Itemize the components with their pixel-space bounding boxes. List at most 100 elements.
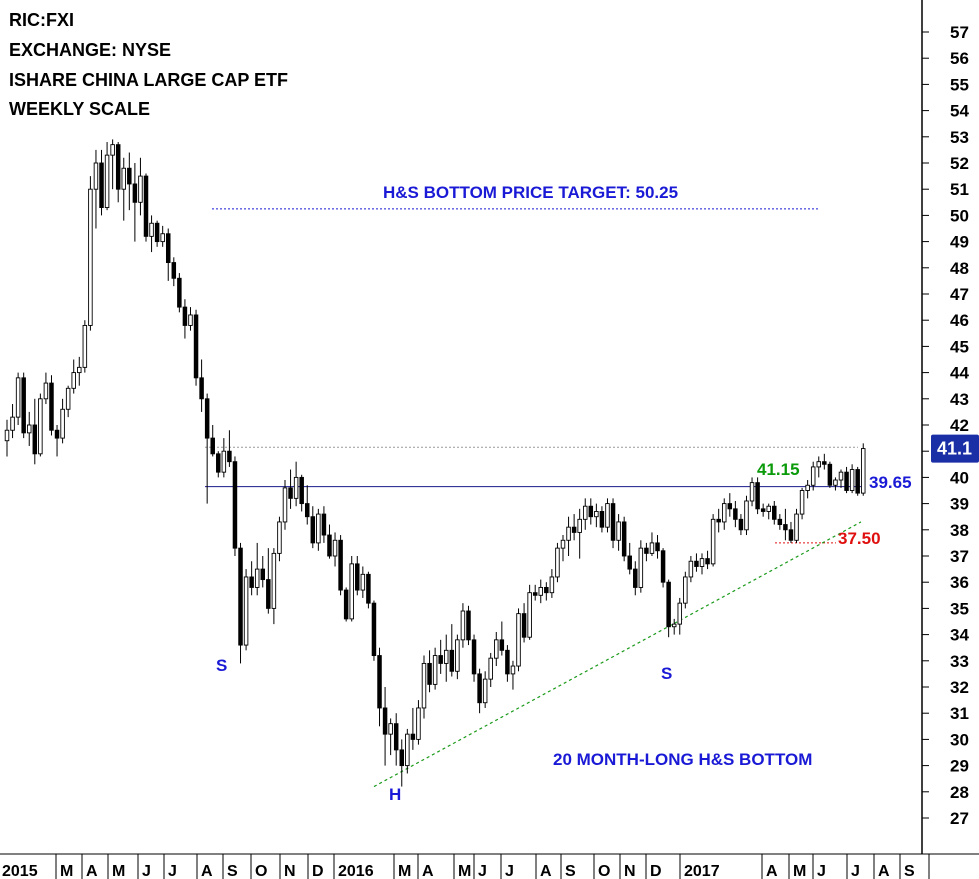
candle-body bbox=[304, 503, 310, 518]
candle-body bbox=[455, 639, 460, 672]
candle-body bbox=[660, 550, 666, 583]
x-tick-label: O bbox=[598, 863, 610, 879]
candle-body bbox=[204, 398, 210, 439]
pattern-label: 20 MONTH-LONG H&S BOTTOM bbox=[553, 750, 812, 769]
candles bbox=[4, 139, 866, 787]
candle bbox=[338, 535, 343, 596]
y-tick-label: 40 bbox=[950, 468, 969, 487]
candle-body bbox=[621, 521, 627, 557]
y-tick-label: 49 bbox=[950, 233, 969, 252]
candle bbox=[532, 584, 538, 601]
x-tick-label: D bbox=[312, 863, 324, 879]
y-tick-label: 35 bbox=[950, 599, 969, 618]
candle-body bbox=[633, 568, 638, 588]
y-tick-label: 47 bbox=[950, 285, 969, 304]
candle bbox=[349, 556, 354, 622]
candle bbox=[860, 443, 866, 496]
candle-body bbox=[99, 162, 104, 208]
y-tick-label: 57 bbox=[950, 23, 969, 42]
candle bbox=[733, 500, 738, 528]
level-low-label: 37.50 bbox=[838, 529, 881, 548]
candle-body bbox=[393, 723, 399, 751]
x-tick-label: J bbox=[168, 863, 177, 879]
candle bbox=[699, 553, 705, 575]
y-tick-label: 48 bbox=[950, 259, 969, 278]
ric-label: RIC:FXI bbox=[9, 10, 74, 30]
candle bbox=[521, 603, 527, 643]
candle bbox=[694, 553, 699, 572]
candle bbox=[127, 152, 132, 211]
candle-body bbox=[143, 175, 149, 237]
candle bbox=[855, 466, 860, 496]
candle-body bbox=[4, 429, 10, 442]
candle-body bbox=[849, 469, 855, 491]
candle-body bbox=[477, 673, 482, 704]
y-tick-label: 33 bbox=[950, 652, 969, 671]
candle-body bbox=[549, 576, 555, 594]
candle-body bbox=[171, 262, 177, 279]
candle bbox=[805, 480, 810, 499]
candle-body bbox=[282, 487, 288, 523]
candle bbox=[833, 477, 838, 491]
candle bbox=[594, 503, 599, 528]
x-tick-label: D bbox=[650, 863, 662, 879]
candle bbox=[299, 474, 304, 512]
candle bbox=[471, 634, 477, 682]
candle bbox=[683, 571, 688, 609]
candle-body bbox=[110, 144, 115, 156]
head-label: H bbox=[389, 785, 401, 804]
candle bbox=[115, 142, 121, 203]
y-tick-label: 31 bbox=[950, 704, 969, 723]
candle-body bbox=[382, 707, 388, 735]
candle-body bbox=[644, 547, 649, 554]
candle-body bbox=[744, 500, 749, 531]
x-tick-label: A bbox=[86, 863, 98, 879]
y-tick-label: 34 bbox=[950, 626, 969, 645]
candle bbox=[616, 514, 621, 551]
candle-body bbox=[727, 503, 733, 510]
candle-body bbox=[594, 511, 599, 518]
candle-body bbox=[855, 469, 860, 494]
candle bbox=[260, 556, 266, 588]
candle-body bbox=[466, 610, 471, 641]
candle bbox=[26, 411, 32, 446]
x-tick-label: M bbox=[112, 863, 125, 879]
candle bbox=[582, 498, 588, 530]
candle bbox=[499, 621, 505, 656]
x-tick-label: 2015 bbox=[2, 863, 38, 879]
candle-body bbox=[699, 558, 705, 567]
y-tick-label: 36 bbox=[950, 573, 969, 592]
candle-body bbox=[799, 490, 805, 515]
candle bbox=[655, 535, 660, 559]
candle bbox=[54, 425, 60, 457]
candle-body bbox=[104, 154, 110, 208]
candle bbox=[466, 605, 471, 646]
candle bbox=[644, 542, 649, 562]
candle-body bbox=[532, 592, 538, 596]
candle bbox=[410, 707, 416, 750]
x-tick-label: S bbox=[904, 863, 915, 879]
level-neckline-label: 39.65 bbox=[869, 473, 912, 492]
candle-body bbox=[371, 602, 377, 657]
candle-body bbox=[649, 542, 655, 554]
candle bbox=[427, 650, 432, 693]
y-tick-label: 28 bbox=[950, 783, 969, 802]
candle bbox=[610, 498, 616, 549]
candle bbox=[777, 514, 783, 530]
x-tick-label: J bbox=[478, 863, 487, 879]
candle bbox=[844, 466, 849, 494]
candle bbox=[99, 149, 104, 216]
x-tick-label: M bbox=[60, 863, 73, 879]
candle-body bbox=[232, 461, 238, 549]
last-price-badge: 41.1 bbox=[931, 434, 979, 463]
candle-body bbox=[449, 649, 455, 672]
x-tick-label: A bbox=[540, 863, 552, 879]
candle-body bbox=[816, 461, 822, 468]
y-tick-label: 56 bbox=[950, 49, 969, 68]
y-tick-label: 51 bbox=[950, 180, 969, 199]
x-tick-label: A bbox=[878, 863, 890, 879]
y-tick-label: 37 bbox=[950, 547, 969, 566]
x-tick-label: 2017 bbox=[684, 863, 720, 879]
candle-body bbox=[610, 503, 616, 541]
candle bbox=[343, 587, 349, 622]
